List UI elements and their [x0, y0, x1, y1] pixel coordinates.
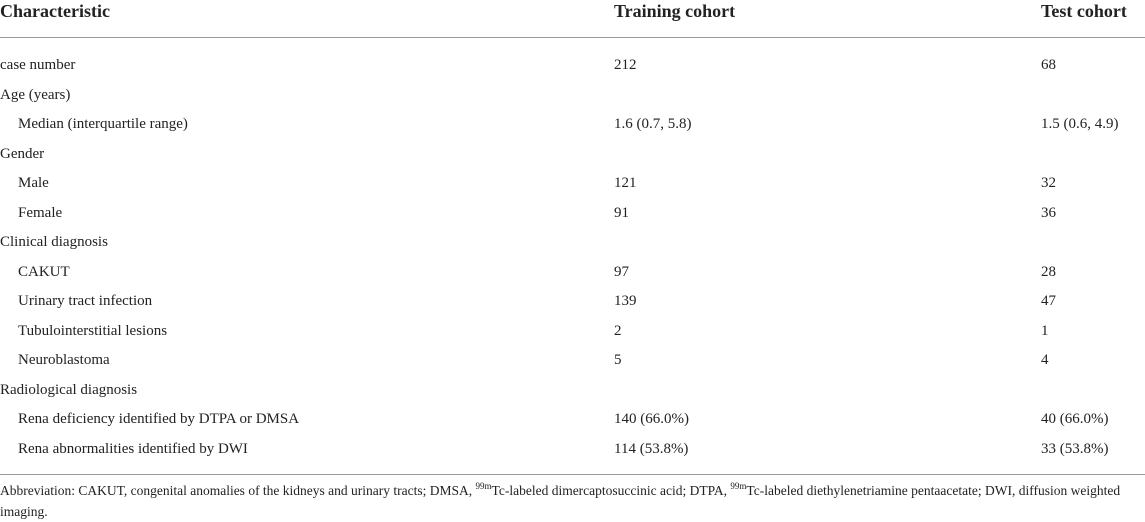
- row-label: Urinary tract infection: [18, 293, 153, 309]
- header-cell: Test cohort: [1041, 1, 1127, 21]
- test-cell: 28: [1041, 263, 1056, 280]
- test-cell: 40 (66.0%): [1041, 411, 1109, 427]
- test-cell: 47: [1041, 293, 1056, 309]
- row-label: Female: [18, 204, 63, 221]
- test-cell: 1.5 (0.6, 4.9): [1041, 116, 1119, 132]
- footnote: Abbreviation: CAKUT, congenital anomalie…: [0, 480, 1140, 522]
- superscript: 99m: [730, 481, 747, 491]
- header-cell: Characteristic: [0, 1, 110, 21]
- training-cell: 97: [614, 263, 629, 280]
- row-label: Rena deficiency identified by DTPA or DM…: [18, 411, 300, 427]
- row-label: Radiological diagnosis: [0, 381, 138, 398]
- row-label: Neuroblastoma: [18, 352, 110, 368]
- training-cell: 114 (53.8%): [614, 440, 689, 457]
- row-label: Median (interquartile range): [18, 116, 188, 132]
- test-cell: 33 (53.8%): [1041, 440, 1109, 457]
- test-cell: 32: [1041, 175, 1056, 191]
- row-label: CAKUT: [18, 263, 70, 280]
- row-label: Gender: [0, 145, 45, 162]
- row-label: Age (years): [0, 86, 71, 103]
- superscript: 99m: [475, 481, 492, 491]
- training-cell: 140 (66.0%): [614, 411, 689, 427]
- row-label: Rena abnormalities identified by DWI: [18, 440, 248, 457]
- footnote-text: Abbreviation: CAKUT, congenital anomalie…: [0, 483, 476, 498]
- test-cell: 1: [1041, 322, 1049, 339]
- training-cell: 212: [614, 57, 637, 73]
- row-label: Clinical diagnosis: [0, 234, 108, 250]
- bottom-rule: [0, 474, 1145, 475]
- test-cell: 4: [1041, 352, 1049, 368]
- training-cell: 1.6 (0.7, 5.8): [614, 116, 692, 132]
- training-cell: 91: [614, 204, 629, 221]
- header-rule: [0, 37, 1145, 38]
- test-cell: 68: [1041, 57, 1056, 73]
- row-label: Male: [18, 175, 49, 191]
- footnote-text: Tc-labeled diethylenetriamine pentaaceta…: [0, 483, 1121, 519]
- footnote-text: Tc-labeled dimercaptosuccinic acid; DTPA…: [491, 483, 731, 498]
- training-cell: 2: [614, 322, 622, 339]
- test-cell: 36: [1041, 204, 1056, 221]
- row-label: Tubulointerstitial lesions: [18, 322, 168, 339]
- training-cell: 5: [614, 352, 622, 368]
- training-cell: 121: [614, 175, 637, 191]
- row-label: case number: [0, 57, 76, 73]
- header-cell: Training cohort: [614, 1, 736, 21]
- training-cell: 139: [614, 293, 637, 309]
